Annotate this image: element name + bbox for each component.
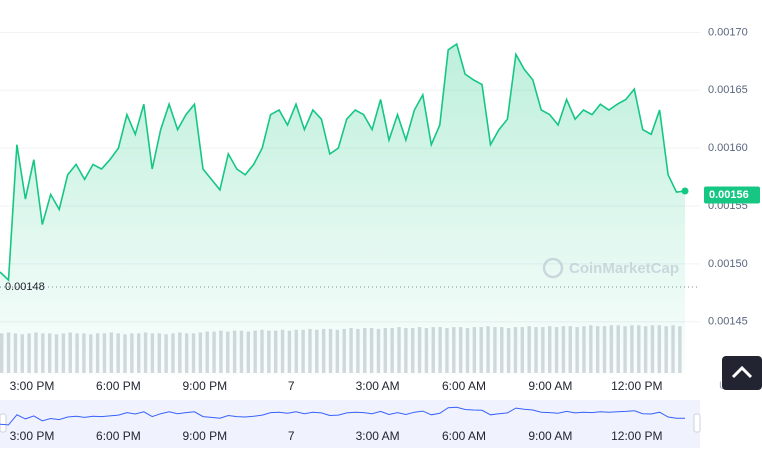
- navigator-line: [0, 406, 685, 426]
- scroll-top-button[interactable]: [722, 356, 762, 390]
- navigator[interactable]: [0, 400, 700, 448]
- y-tick-label: 0.00165: [708, 84, 748, 96]
- x-tick-label: 7: [288, 379, 295, 393]
- open-price-label: 0.00148: [5, 281, 45, 293]
- current-price-tag: [704, 186, 760, 204]
- last-point: [681, 187, 689, 195]
- navigator-x-label: 9:00 AM: [528, 429, 572, 443]
- navigator-x-label: 9:00 PM: [182, 429, 227, 443]
- y-tick-label: 0.00150: [708, 258, 748, 270]
- y-tick-label: 0.00170: [708, 26, 748, 38]
- navigator-x-label: 3:00 AM: [356, 429, 400, 443]
- navigator-x-label: 12:00 PM: [611, 429, 662, 443]
- x-tick-label: 9:00 PM: [182, 379, 227, 393]
- current-price-label: 0.00156: [709, 189, 749, 201]
- navigator-handle-left[interactable]: [0, 413, 7, 433]
- y-tick-label: 0.00160: [708, 142, 748, 154]
- navigator-x-label: 6:00 AM: [442, 429, 486, 443]
- chevron-icon: [731, 365, 753, 379]
- x-tick-label: 6:00 PM: [96, 379, 141, 393]
- navigator-x-label: 7: [288, 429, 295, 443]
- x-tick-label: 6:00 AM: [442, 379, 486, 393]
- navigator-line: [0, 406, 685, 426]
- price-area-fill: [0, 44, 685, 375]
- x-tick-label: 3:00 PM: [10, 379, 55, 393]
- navigator-x-label: 3:00 PM: [10, 429, 55, 443]
- x-tick-label: 3:00 AM: [356, 379, 400, 393]
- x-tick-label: 9:00 AM: [528, 379, 572, 393]
- navigator-x-label: 6:00 PM: [96, 429, 141, 443]
- watermark: CoinMarketCap: [542, 257, 679, 279]
- x-tick-label: 12:00 PM: [611, 379, 662, 393]
- y-tick-label: 0.00145: [708, 316, 748, 328]
- price-line: [0, 42, 686, 282]
- navigator-handle-right[interactable]: [693, 413, 701, 433]
- price-area: [0, 42, 686, 375]
- watermark-text: CoinMarketCap: [569, 260, 679, 277]
